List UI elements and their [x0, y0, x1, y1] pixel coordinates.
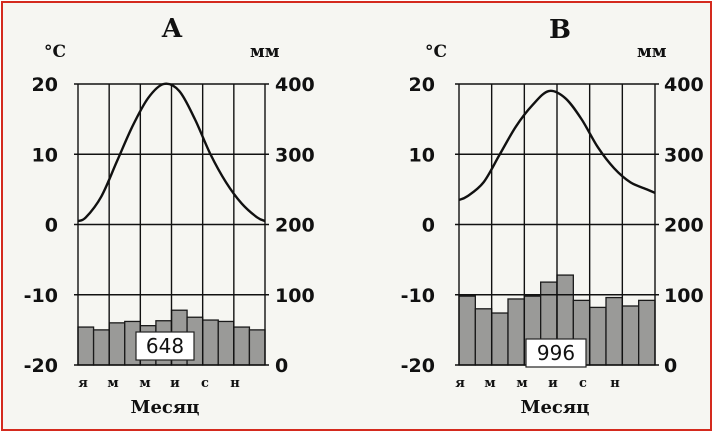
chart-title: A [161, 14, 183, 44]
precip-bar [77, 326, 95, 366]
precip-bar [202, 319, 219, 366]
month-tick-label: н [610, 376, 620, 391]
precip-tick-label: 400 [664, 74, 704, 96]
precip-bar [248, 329, 266, 366]
precip-tick-label: 0 [664, 355, 677, 377]
month-tick-label: я [78, 376, 88, 391]
month-tick-label: я [455, 376, 465, 391]
precip-unit-label: мм [637, 42, 667, 62]
precip-tick-label: 300 [664, 144, 704, 166]
precip-bar [233, 326, 251, 366]
temp-unit-label: °C [44, 42, 66, 62]
precip-bar [92, 329, 110, 366]
x-axis-label: Месяц [131, 397, 200, 418]
temp-tick-label: 20 [32, 74, 58, 96]
temp-tick-label: -20 [401, 355, 435, 377]
precip-tick-label: 200 [664, 215, 704, 237]
month-tick-label: м [484, 376, 495, 391]
total-precip-label: 996 [537, 341, 575, 365]
precip-bar [507, 298, 525, 366]
precip-tick-label: 0 [275, 355, 288, 377]
precip-bar [491, 312, 509, 366]
total-precip-box [525, 338, 587, 368]
precip-tick-label: 100 [664, 285, 704, 307]
precip-bar [217, 320, 235, 366]
temperature-line [77, 82, 266, 223]
precip-tick-label: 100 [275, 285, 315, 307]
total-precip-label: 648 [146, 334, 184, 358]
temp-tick-label: -20 [24, 355, 58, 377]
temperature-line [458, 89, 656, 202]
chart-title: B [549, 15, 571, 45]
precip-tick-label: 200 [275, 215, 315, 237]
month-tick-label: и [170, 376, 180, 391]
precip-unit-label: мм [250, 42, 280, 62]
month-tick-label: и [548, 376, 558, 391]
temp-tick-label: -10 [24, 285, 58, 307]
temp-unit-label: °C [425, 42, 447, 62]
total-precip-box [135, 331, 195, 361]
temp-tick-label: -10 [401, 285, 435, 307]
month-tick-label: н [230, 376, 240, 391]
precip-tick-label: 300 [275, 144, 315, 166]
temp-tick-label: 0 [45, 215, 58, 237]
precip-bar [605, 296, 623, 366]
precip-bar [621, 305, 640, 366]
x-axis-label: Месяц [521, 397, 590, 418]
month-tick-label: с [579, 376, 587, 391]
month-tick-label: с [201, 376, 209, 391]
temp-tick-label: 20 [409, 74, 435, 96]
precip-bar [474, 308, 493, 366]
precip-bar [638, 299, 656, 366]
precip-bar [589, 306, 607, 366]
precip-tick-label: 400 [275, 74, 315, 96]
temp-tick-label: 10 [32, 144, 58, 166]
month-tick-label: м [516, 376, 527, 391]
month-tick-label: м [107, 376, 118, 391]
month-tick-label: м [139, 376, 150, 391]
precip-bar [108, 322, 126, 366]
temp-tick-label: 0 [422, 215, 435, 237]
temp-tick-label: 10 [409, 144, 435, 166]
precip-bar [458, 295, 476, 366]
